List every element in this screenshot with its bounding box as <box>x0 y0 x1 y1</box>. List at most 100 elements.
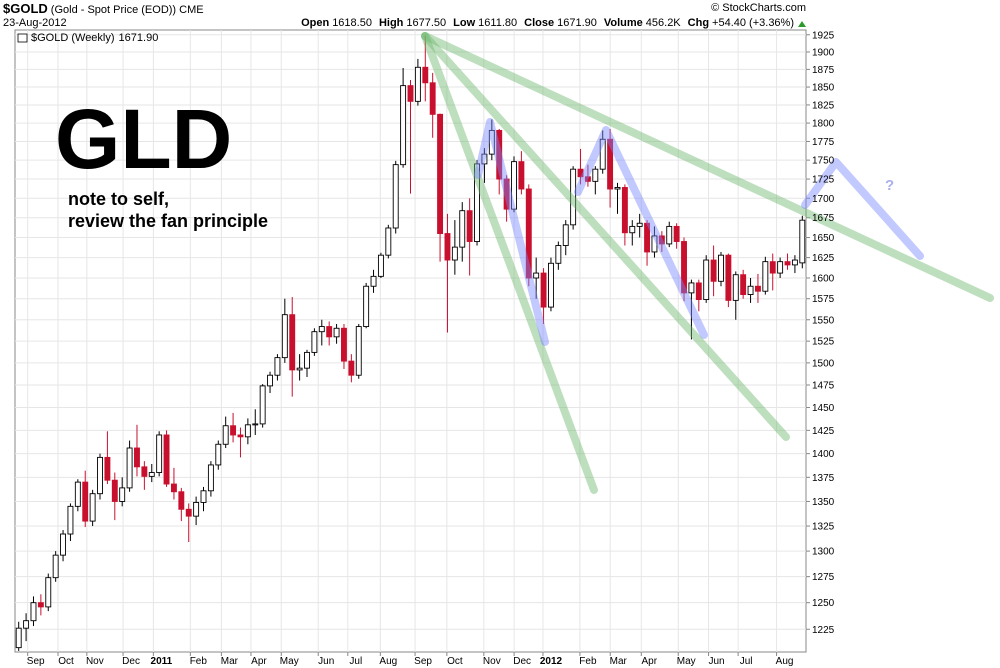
stat-label: Close <box>524 17 554 29</box>
candle-body <box>592 168 599 182</box>
candle-body <box>740 274 747 295</box>
candle-body <box>644 222 651 253</box>
candle-body <box>341 327 347 362</box>
candle-body <box>459 210 466 248</box>
x-tick-label: Dec <box>122 656 140 667</box>
x-tick-label: Aug <box>776 656 794 667</box>
candle-body <box>466 210 473 242</box>
fan-line <box>421 32 598 494</box>
candle-body <box>326 326 333 338</box>
candle-body <box>437 113 444 234</box>
candle-body <box>429 82 436 115</box>
fan-line <box>421 32 994 302</box>
legend: $GOLD (Weekly) 1671.90 <box>17 32 158 44</box>
candle-body <box>200 490 207 503</box>
y-tick-label: 1925 <box>812 30 835 41</box>
annotation-title: GLD <box>55 92 232 186</box>
title: $GOLD (Gold - Spot Price (EOD)) CME <box>3 1 204 16</box>
candle-body <box>555 245 562 264</box>
y-tick-label: 1650 <box>812 233 835 244</box>
stat-value: 1618.50 <box>332 17 372 29</box>
candle-body <box>703 259 710 300</box>
x-tick-label: Feb <box>190 656 208 667</box>
candle-body <box>754 285 761 292</box>
y-tick-label: 1325 <box>812 522 835 533</box>
candle-body <box>163 434 170 485</box>
candle-body <box>474 163 480 242</box>
candle-body <box>304 351 310 369</box>
stat-label: Volume <box>604 17 643 29</box>
y-tick-label: 1425 <box>812 426 835 437</box>
stat-label: Low <box>453 17 475 29</box>
candle-body <box>718 254 724 282</box>
x-tick-label: Apr <box>251 656 267 667</box>
legend-value: 1671.90 <box>119 32 159 44</box>
candle-body <box>799 219 806 264</box>
candle-body <box>392 164 399 229</box>
candle-body <box>141 466 148 477</box>
swing-line <box>474 118 549 346</box>
candle-body <box>548 262 554 308</box>
candle-body <box>252 423 259 426</box>
candle-body <box>725 254 732 301</box>
candle-body <box>503 178 510 210</box>
stat-value: +54.40 (+3.36%) <box>712 17 794 29</box>
stats: Open 1618.50 High 1677.50 Low 1611.80 Close 167… <box>301 17 794 29</box>
x-tick-label: Jul <box>740 656 753 667</box>
candle-body <box>525 188 532 279</box>
x-tick-label: Sep <box>414 656 432 667</box>
fan-lines <box>421 32 994 494</box>
candle-body <box>444 233 451 261</box>
candle-body <box>407 85 414 102</box>
candle-body <box>769 261 776 274</box>
candle-body <box>777 261 784 274</box>
legend-entry: $GOLD (Weekly) 1671.90 <box>31 32 158 44</box>
candle-body <box>681 241 687 294</box>
x-tick-label: Nov <box>86 656 104 667</box>
candle-body <box>636 222 643 227</box>
candle-body <box>363 285 370 328</box>
candle-body <box>348 360 355 376</box>
legend-icon <box>17 33 28 43</box>
candle-body <box>134 447 140 468</box>
y-tick-label: 1800 <box>812 119 835 130</box>
y-tick-label: 1250 <box>812 598 835 609</box>
candle-body <box>237 434 244 438</box>
candle-body <box>666 225 673 245</box>
fan-line <box>421 32 790 441</box>
candle-body <box>193 501 200 517</box>
y-tick-label: 1825 <box>812 100 835 111</box>
candle-body <box>451 246 458 261</box>
candle-body <box>67 505 74 535</box>
x-tick-label: Nov <box>483 656 501 667</box>
y-tick-label: 1350 <box>812 497 835 508</box>
candle-body <box>710 259 717 282</box>
y-tick-label: 1450 <box>812 403 835 414</box>
candle-body <box>30 602 37 622</box>
candle-body <box>614 187 621 190</box>
swing-line <box>801 158 924 260</box>
candle-body <box>651 235 658 253</box>
candle-body <box>215 443 222 466</box>
candle-body <box>126 447 133 489</box>
y-tick-label: 1575 <box>812 294 835 305</box>
x-tick-label: 2011 <box>151 656 173 667</box>
candle-body <box>688 282 695 294</box>
candle-body <box>607 138 614 190</box>
y-tick-label: 1375 <box>812 473 835 484</box>
candle-body <box>82 481 89 522</box>
x-tick-label: Oct <box>58 656 74 667</box>
y-tick-label: 1500 <box>812 358 835 369</box>
candle-body <box>673 225 680 242</box>
candle-body <box>178 491 185 510</box>
candle-body <box>318 326 325 333</box>
stat-label: High <box>379 17 404 29</box>
stat-value: 456.2K <box>646 17 682 29</box>
stat-value: 1677.50 <box>406 17 446 29</box>
candle-body <box>695 282 702 300</box>
candle-body <box>97 456 103 495</box>
candle-body <box>60 533 67 556</box>
stat-value: 1611.80 <box>478 17 517 29</box>
annotation-question: ? <box>885 177 894 194</box>
